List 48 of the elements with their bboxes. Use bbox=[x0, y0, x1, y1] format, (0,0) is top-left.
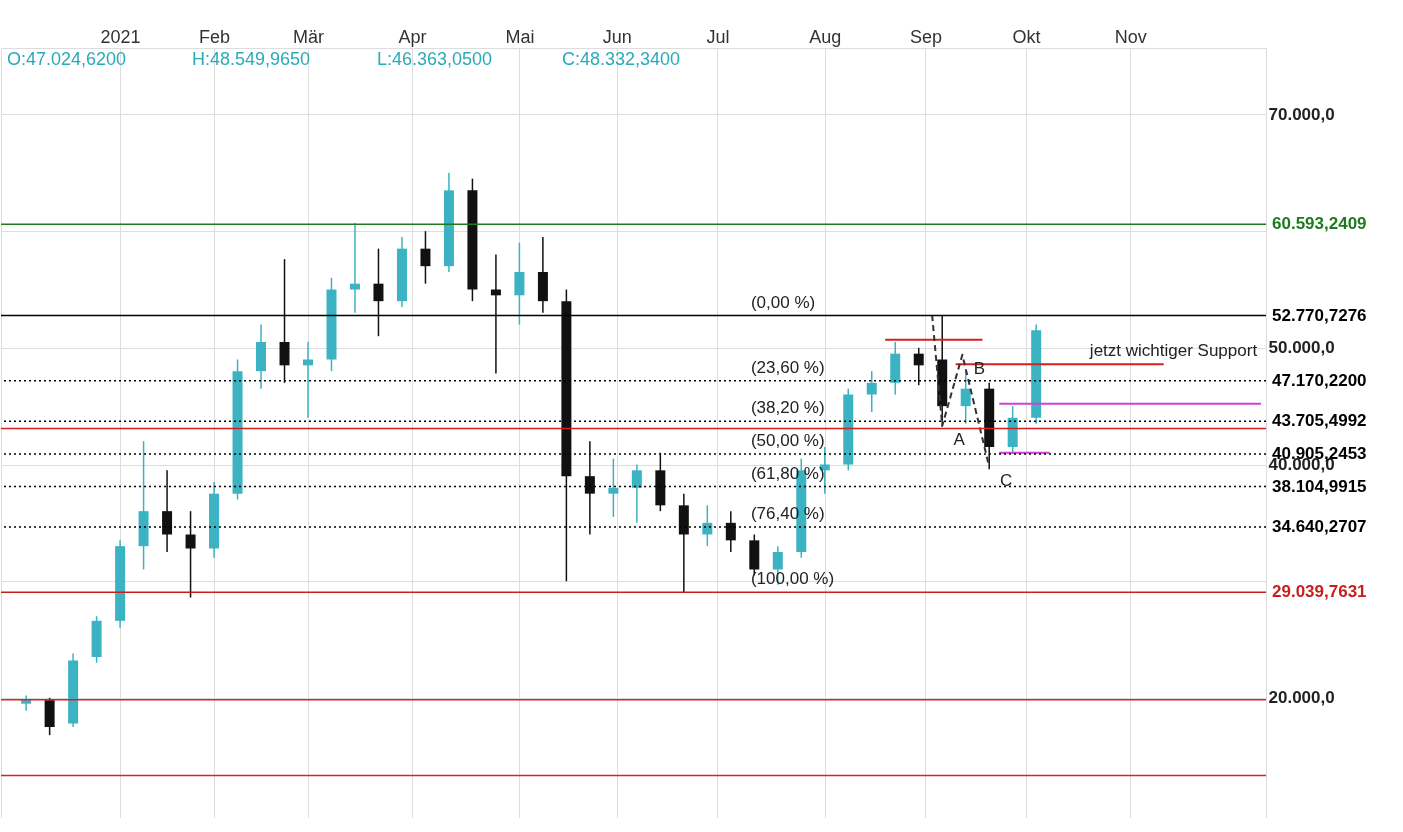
x-tick-label: Mai bbox=[505, 26, 535, 47]
candlestick bbox=[608, 457, 619, 518]
x-tick-label: Mär bbox=[293, 26, 325, 47]
candlestick bbox=[185, 510, 196, 599]
x-tick-label: Jul bbox=[706, 26, 730, 47]
x-tick-label: Apr bbox=[398, 26, 427, 47]
candlestick bbox=[913, 347, 924, 386]
y-tick-label: 50.000,0 bbox=[1268, 338, 1335, 358]
candlestick bbox=[349, 222, 360, 314]
candlestick bbox=[420, 230, 431, 285]
annotation: L:46.363,0500 bbox=[377, 49, 493, 69]
ref-line-label: 29.039,7631 bbox=[1272, 582, 1367, 602]
annotation: O:47.024,6200 bbox=[7, 49, 127, 69]
annotation: A bbox=[953, 430, 966, 449]
candlestick bbox=[584, 440, 595, 536]
candlestick bbox=[373, 247, 384, 337]
annotation: (50,00 %) bbox=[750, 430, 825, 450]
ref-line-label: 34.640,2707 bbox=[1272, 517, 1367, 537]
x-tick-label: Aug bbox=[809, 26, 842, 47]
ref-line-label: 52.770,7276 bbox=[1272, 305, 1367, 325]
x-tick-label: Nov bbox=[1114, 26, 1147, 47]
candlestick bbox=[960, 370, 971, 425]
annotation: (23,60 %) bbox=[750, 357, 825, 377]
x-tick-label: Jun bbox=[602, 26, 632, 47]
candlestick bbox=[162, 469, 173, 553]
candlestick bbox=[514, 242, 525, 326]
ref-line-label: 47.170,2200 bbox=[1272, 370, 1367, 390]
x-tick-label: Okt bbox=[1012, 26, 1041, 47]
candlestick bbox=[631, 463, 642, 524]
line-series bbox=[931, 314, 991, 468]
x-tick-label: Sep bbox=[909, 26, 942, 47]
annotation: (38,20 %) bbox=[750, 398, 825, 418]
candlestick bbox=[725, 510, 736, 553]
candlestick bbox=[279, 258, 290, 384]
annotation: C bbox=[1000, 470, 1013, 490]
annotation: H:48.549,9650 bbox=[192, 49, 311, 69]
x-tick-label: 2021 bbox=[100, 26, 141, 47]
annotation: jetzt wichtiger Support bbox=[1088, 341, 1258, 361]
y-tick-label: 20.000,0 bbox=[1268, 688, 1335, 708]
ref-line-label: 60.593,2409 bbox=[1272, 214, 1367, 234]
annotation: (0,00 %) bbox=[750, 292, 816, 312]
x-tick-label: Feb bbox=[199, 26, 231, 47]
ref-line-label: 38.104,9915 bbox=[1272, 476, 1367, 496]
ref-line-label: 43.705,4992 bbox=[1272, 411, 1367, 431]
y-tick-label: 70.000,0 bbox=[1268, 105, 1335, 124]
candlestick bbox=[702, 504, 713, 547]
annotation: C:48.332,3400 bbox=[562, 49, 681, 69]
candlestick bbox=[866, 370, 877, 413]
